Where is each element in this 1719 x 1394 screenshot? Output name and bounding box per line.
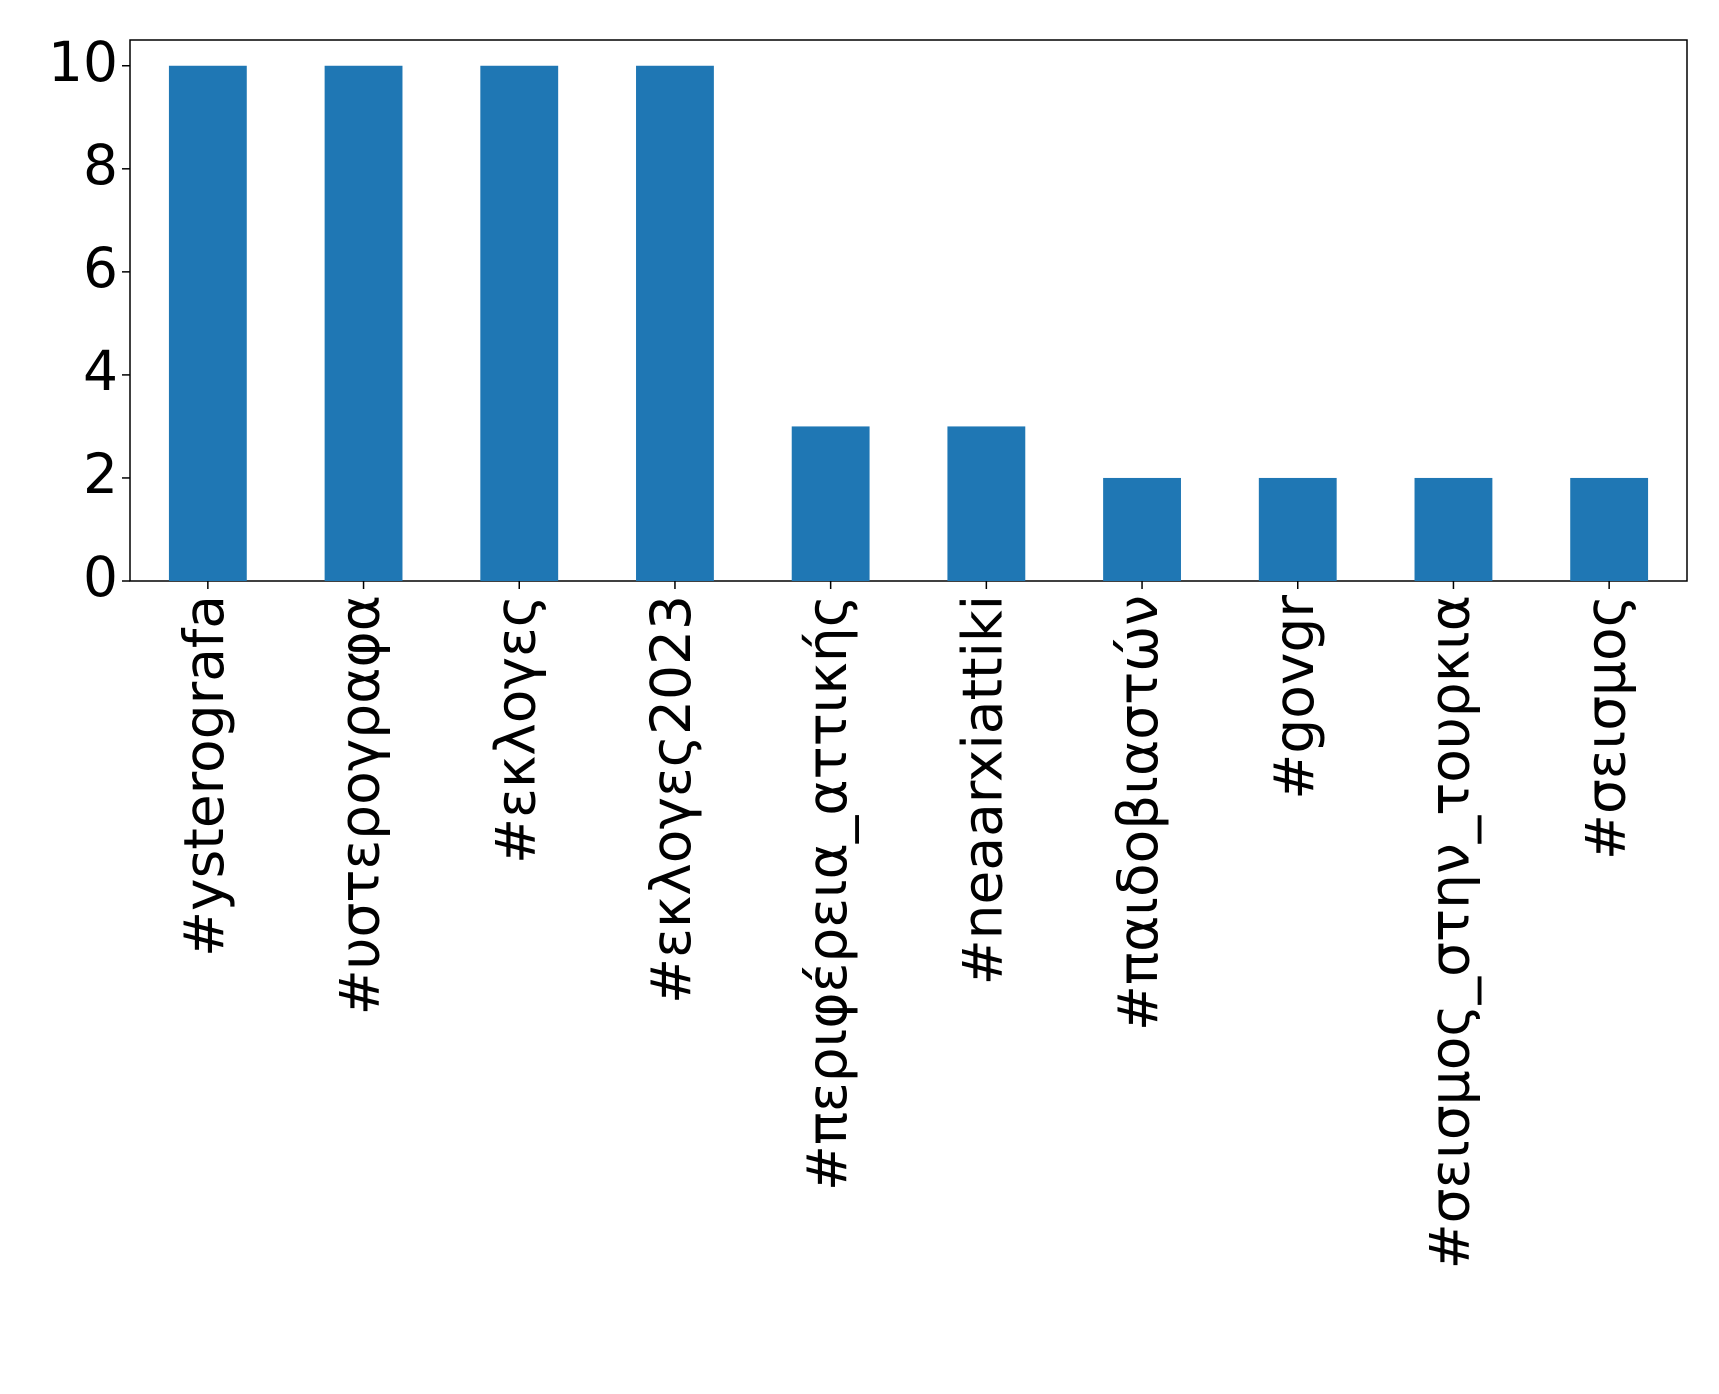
bar xyxy=(1258,477,1337,581)
bar xyxy=(1570,477,1649,581)
bar xyxy=(168,65,247,581)
bar xyxy=(324,65,403,581)
bar xyxy=(791,426,870,581)
bar xyxy=(480,65,559,581)
x-tick-label: #ysterografa xyxy=(172,595,236,957)
y-tick-label: 8 xyxy=(83,133,118,197)
x-tick-label: #περιφέρεια_αττικής xyxy=(795,595,859,1191)
x-tick-label: #εκλογες2023 xyxy=(639,595,703,1004)
bar xyxy=(1414,477,1493,581)
y-tick-label: 10 xyxy=(48,30,118,94)
bar xyxy=(1103,477,1181,581)
plot-frame xyxy=(129,39,1688,582)
x-tick-label: #σεισμος xyxy=(1573,595,1637,860)
bar xyxy=(947,426,1026,581)
x-tick-label: #σεισμος_στην_τουρκια xyxy=(1418,595,1482,1269)
y-tick-label: 6 xyxy=(83,236,118,300)
x-tick-label: #neaarxiattiki xyxy=(950,595,1014,985)
bar xyxy=(636,65,714,581)
x-tick-label: #υστερογραφα xyxy=(328,595,392,1015)
y-tick-label: 0 xyxy=(83,545,118,609)
y-tick-label: 4 xyxy=(83,339,118,403)
x-tick-label: #govgr xyxy=(1262,595,1326,800)
x-tick-label: #παιδοβιαστών xyxy=(1106,595,1170,1031)
y-tick-label: 2 xyxy=(83,442,118,506)
x-tick-label: #εκλογες xyxy=(483,595,547,864)
